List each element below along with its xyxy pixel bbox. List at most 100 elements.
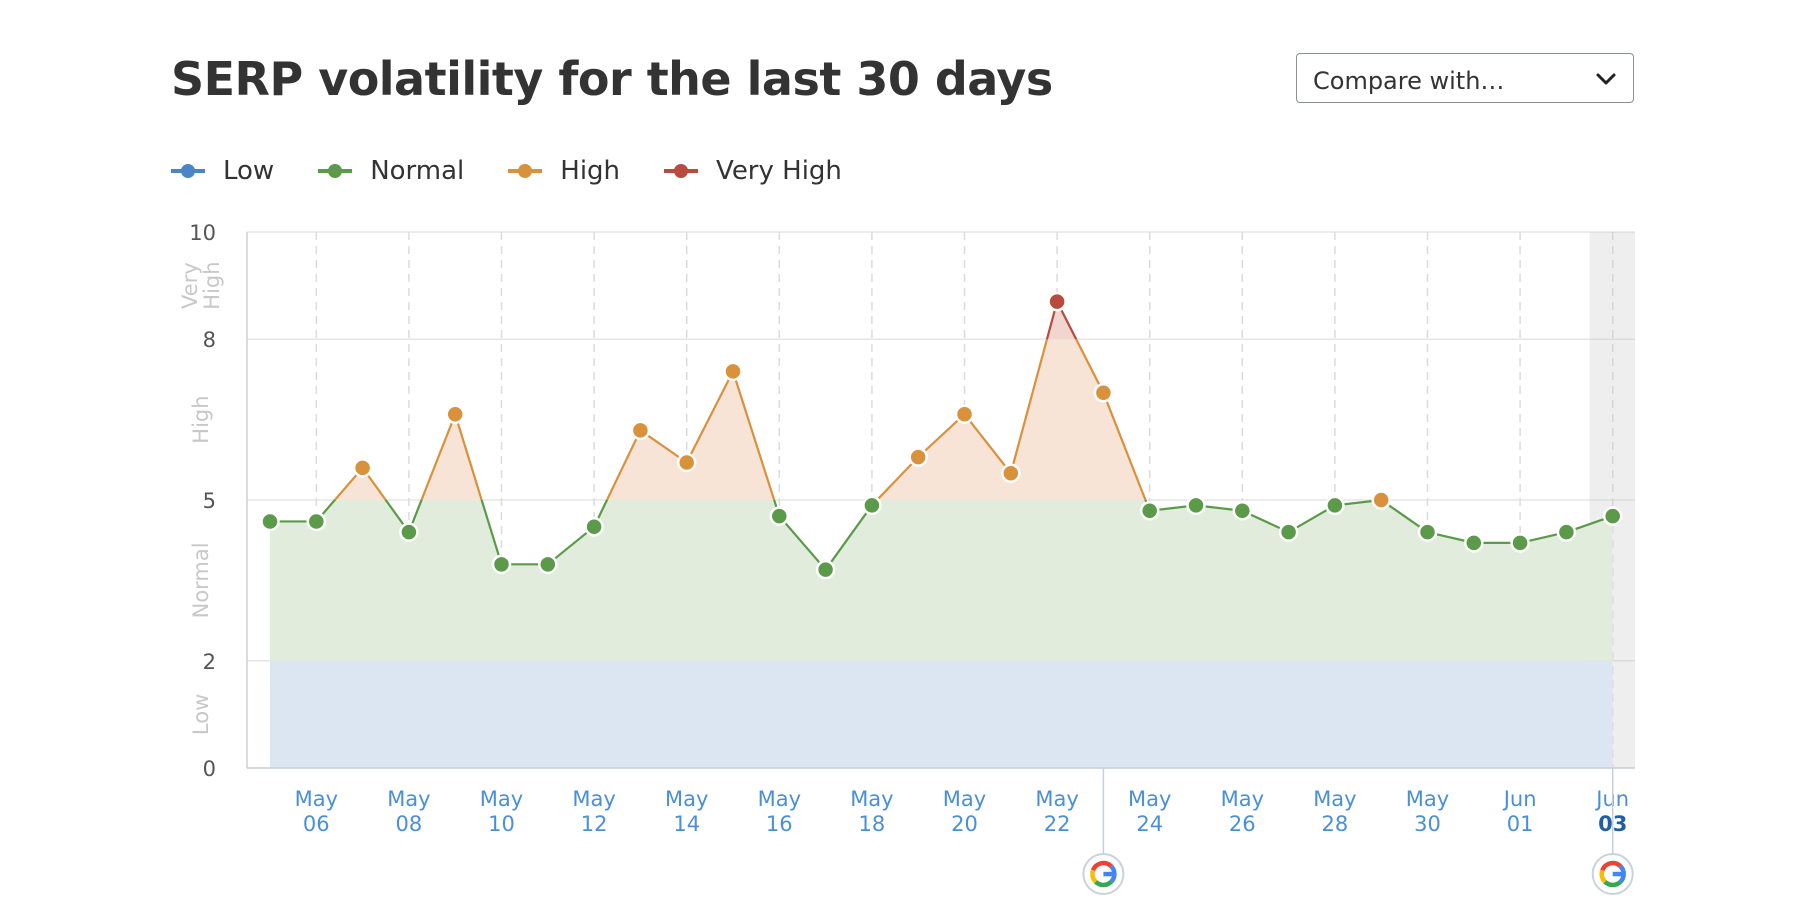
band-label-text: High — [200, 261, 224, 309]
x-tick-label-month: May — [1406, 787, 1449, 811]
data-point[interactable] — [1556, 522, 1577, 542]
data-point[interactable] — [908, 447, 928, 467]
legend-marker-normal — [318, 164, 353, 178]
x-tick-label-day: 12 — [581, 812, 608, 836]
series-line-high — [333, 339, 1384, 501]
x-tick-label-day: 06 — [303, 812, 330, 836]
x-tick-label-month: May — [1313, 787, 1356, 811]
data-point[interactable] — [676, 452, 697, 473]
legend-label-normal: Normal — [370, 156, 465, 186]
y-tick-label: 10 — [189, 221, 216, 245]
y-tick-label: 8 — [203, 328, 216, 352]
data-point[interactable] — [1139, 500, 1160, 521]
data-point[interactable] — [1232, 500, 1253, 521]
data-point[interactable] — [723, 361, 743, 382]
x-tick-label-day: 08 — [396, 812, 423, 836]
x-tick-label-month: May — [480, 787, 523, 811]
compare-with-dropdown[interactable]: Compare with… — [1296, 53, 1634, 103]
legend-marker-very-high — [664, 164, 699, 178]
x-tick-label-month: May — [387, 787, 430, 811]
data-point[interactable] — [769, 506, 790, 526]
band-label-text: Normal — [189, 542, 213, 618]
area-band-low — [270, 660, 1613, 768]
google-logo-bar — [1612, 871, 1624, 877]
legend-label-low: Low — [223, 156, 275, 186]
data-point[interactable] — [584, 517, 604, 537]
legend-item-normal[interactable]: Normal — [318, 156, 464, 186]
data-point[interactable] — [1464, 533, 1484, 553]
data-point[interactable] — [1186, 495, 1206, 516]
x-tick-label-day: 10 — [488, 812, 515, 836]
x-tick-label-day: 16 — [766, 812, 793, 836]
legend-item-high[interactable]: High — [508, 156, 620, 186]
x-tick-label-month: May — [758, 787, 801, 811]
data-point[interactable] — [1371, 490, 1391, 510]
band-label-text: Very — [178, 262, 202, 309]
data-point[interactable] — [538, 554, 558, 575]
legend-item-very-high[interactable]: Very High — [664, 156, 842, 186]
google-update-icon[interactable] — [1082, 853, 1125, 895]
band-label-normal: Normal — [189, 542, 213, 618]
data-point[interactable] — [954, 404, 975, 424]
data-point[interactable] — [352, 458, 373, 478]
band-label-low: Low — [189, 694, 213, 735]
series-line-segment — [333, 339, 1384, 501]
data-point[interactable] — [1093, 383, 1114, 403]
data-point[interactable] — [1417, 522, 1438, 542]
x-tick-label-day: 18 — [859, 812, 886, 836]
google-update-icon[interactable] — [1591, 853, 1634, 895]
band-label-high: High — [189, 395, 213, 443]
x-tick-label-day: 28 — [1322, 812, 1349, 836]
data-point[interactable] — [815, 559, 836, 580]
data-point[interactable] — [491, 554, 512, 575]
chart-legend: Low Normal High Very High — [171, 156, 886, 186]
x-tick-label-day: 14 — [673, 812, 700, 836]
x-tick-label-month: May — [1128, 787, 1171, 811]
data-point[interactable] — [306, 511, 327, 532]
chevron-down-icon — [1596, 73, 1616, 85]
google-logo-arc — [1599, 869, 1607, 884]
y-tick-label: 2 — [203, 650, 216, 674]
google-logo-arc — [1090, 869, 1098, 884]
compare-with-label: Compare with… — [1313, 67, 1505, 95]
legend-marker-high — [508, 164, 543, 178]
x-tick-label-month: May — [850, 787, 893, 811]
data-point[interactable] — [1278, 522, 1299, 542]
x-tick-label-day: 24 — [1136, 812, 1163, 836]
google-logo-arc — [1090, 860, 1113, 872]
x-tick-label-month: May — [943, 787, 986, 811]
data-point[interactable] — [1510, 533, 1530, 553]
google-logo-bar — [1103, 871, 1115, 877]
x-tick-label-month: May — [1035, 787, 1078, 811]
data-point[interactable] — [1602, 506, 1623, 526]
x-tick-label-month: May — [295, 787, 338, 811]
band-label-text: Low — [189, 694, 213, 735]
y-tick-label: 5 — [203, 489, 216, 513]
x-tick-label-month: May — [1221, 787, 1264, 811]
legend-label-very-high: Very High — [716, 156, 842, 186]
x-tick-label-day: 26 — [1229, 812, 1256, 836]
x-tick-label-month: May — [572, 787, 615, 811]
data-point[interactable] — [1047, 291, 1067, 312]
legend-item-low[interactable]: Low — [171, 156, 274, 186]
band-label-text: High — [189, 395, 213, 443]
google-logo-arc — [1603, 880, 1623, 888]
data-point[interactable] — [862, 495, 882, 516]
y-tick-label: 0 — [203, 757, 216, 781]
x-tick-label-day: 30 — [1414, 812, 1441, 836]
google-logo-arc — [1094, 880, 1113, 888]
data-point[interactable] — [630, 420, 651, 441]
data-point[interactable] — [399, 522, 419, 542]
legend-marker-low — [171, 164, 205, 178]
data-point[interactable] — [445, 404, 465, 424]
data-point[interactable] — [1325, 495, 1345, 516]
page-title: SERP volatility for the last 30 days — [171, 52, 1053, 106]
data-point[interactable] — [1001, 463, 1021, 483]
legend-label-high: High — [560, 156, 621, 186]
data-point[interactable] — [260, 511, 280, 532]
x-tick-label-month: Jun — [1502, 787, 1537, 811]
google-logo-arc — [1600, 860, 1623, 872]
x-tick-label-day: 22 — [1044, 812, 1071, 836]
